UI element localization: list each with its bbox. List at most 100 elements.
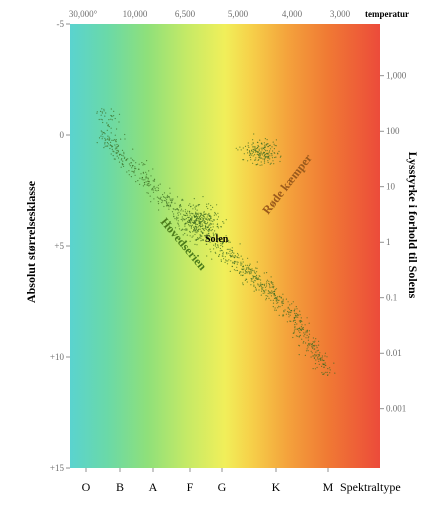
star-point (287, 311, 290, 313)
star-point (202, 215, 204, 217)
star-point (170, 202, 172, 204)
star-point (207, 218, 209, 220)
star-point (223, 222, 225, 224)
star-point (224, 256, 226, 258)
star-point (210, 251, 212, 253)
star-point (146, 184, 148, 186)
star-point (199, 226, 202, 228)
star-point (231, 250, 234, 252)
star-point (319, 358, 321, 360)
star-point (230, 252, 232, 254)
star-point (253, 284, 255, 286)
star-point (207, 221, 209, 223)
star-point (195, 226, 197, 228)
star-point (308, 336, 310, 338)
star-point (231, 247, 233, 249)
star-point (237, 252, 239, 255)
star-point (212, 226, 214, 228)
star-point (290, 310, 292, 312)
star-point (186, 222, 188, 224)
star-point (273, 293, 275, 295)
star-point (195, 220, 197, 222)
temperature-axis-label: temperatur (365, 9, 409, 19)
star-point (193, 229, 195, 231)
star-point (229, 250, 231, 252)
star-point (176, 208, 178, 210)
star-point (121, 158, 123, 160)
star-point (139, 177, 141, 179)
star-point (229, 254, 231, 256)
star-point (268, 280, 270, 282)
star-point (203, 216, 205, 218)
star-point (278, 305, 280, 307)
star-point (249, 151, 251, 153)
star-point (333, 362, 335, 364)
star-point (273, 285, 275, 287)
star-point (267, 295, 269, 297)
top-tick-label: 10,000 (123, 9, 148, 19)
star-point (261, 154, 263, 156)
star-point (197, 238, 199, 240)
star-point (313, 348, 315, 350)
star-point (282, 293, 284, 295)
star-point (157, 184, 159, 186)
star-point (237, 254, 239, 256)
star-point (292, 332, 294, 334)
star-point (265, 144, 267, 146)
star-point (193, 220, 195, 222)
left-tick-label: +10 (50, 352, 65, 362)
star-point (213, 219, 215, 221)
star-point (271, 146, 273, 148)
star-point (295, 335, 297, 337)
star-point (125, 158, 127, 160)
star-point (255, 277, 257, 279)
x-axis-title: Spektraltype (340, 480, 401, 494)
star-point (173, 231, 175, 233)
star-point (193, 198, 195, 200)
star-point (184, 225, 186, 227)
star-point (272, 287, 275, 289)
star-point (175, 208, 178, 210)
star-point (133, 170, 136, 172)
star-point (188, 221, 190, 223)
star-point (274, 289, 276, 291)
star-point (174, 218, 176, 220)
star-point (233, 269, 235, 271)
star-point (287, 306, 289, 308)
star-point (268, 297, 270, 299)
star-point (154, 187, 156, 189)
star-point (187, 221, 189, 223)
star-point (295, 312, 297, 315)
star-point (101, 119, 103, 121)
star-point (304, 354, 306, 356)
star-point (281, 302, 283, 304)
star-point (110, 141, 112, 143)
star-point (101, 133, 103, 135)
star-point (197, 226, 199, 228)
star-point (261, 164, 263, 166)
star-point (267, 160, 269, 162)
star-point (257, 163, 259, 165)
star-point (217, 241, 219, 243)
star-point (279, 296, 281, 298)
star-point (249, 263, 251, 265)
star-point (240, 264, 242, 266)
star-point (113, 110, 115, 112)
star-point (255, 289, 257, 291)
star-point (298, 330, 300, 332)
star-point (301, 327, 303, 329)
star-point (105, 112, 107, 114)
star-point (277, 299, 279, 302)
star-point (322, 359, 324, 362)
star-point (216, 204, 218, 206)
star-point (157, 203, 160, 205)
star-point (120, 138, 122, 140)
star-point (271, 157, 274, 159)
star-point (275, 156, 277, 158)
star-point (258, 159, 260, 161)
star-point (109, 138, 111, 140)
star-point (299, 334, 302, 336)
star-point (217, 212, 219, 214)
star-point (189, 230, 191, 233)
star-point (181, 218, 183, 220)
